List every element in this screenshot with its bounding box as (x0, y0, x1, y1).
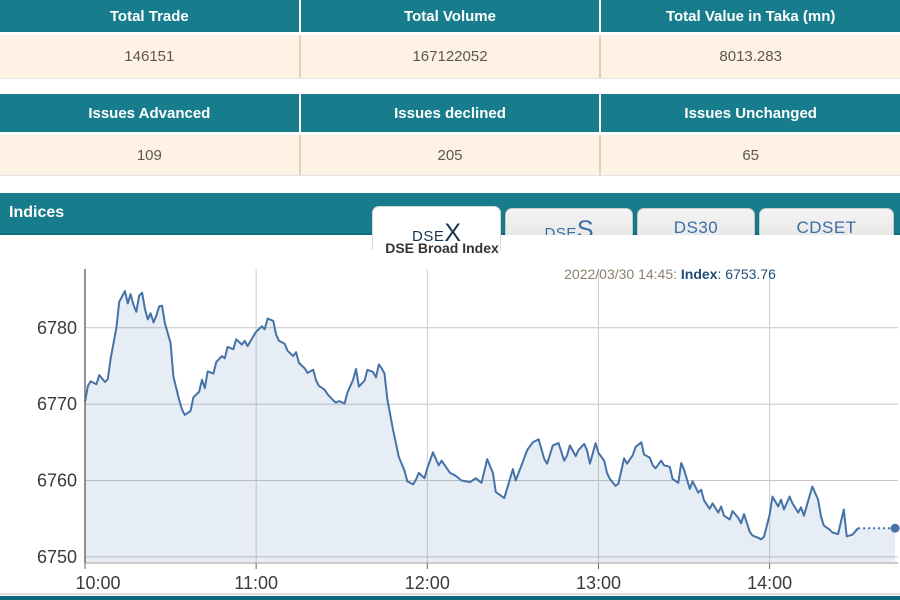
tooltip-datetime: 2022/03/30 14:45: (564, 266, 678, 282)
chart-title: DSE Broad Index (385, 240, 499, 256)
y-axis-label: 6760 (37, 471, 77, 491)
area-fill (85, 291, 896, 562)
tab-dsex[interactable]: DSE X (372, 206, 501, 250)
summary-table-issues: Issues Advanced Issues declined Issues U… (0, 94, 900, 176)
x-axis-label: 14:00 (747, 573, 792, 593)
bottom-divider (0, 593, 900, 595)
value-total-volume: 167122052 (301, 35, 602, 78)
table-header-row: Issues Advanced Issues declined Issues U… (0, 94, 900, 132)
value-total-value: 8013.283 (719, 48, 782, 65)
y-axis-label: 6750 (37, 547, 77, 567)
tooltip-value: 6753.76 (725, 266, 776, 282)
table-header-row: Total Trade Total Volume Total Value in … (0, 0, 900, 32)
header-total-volume: Total Volume (301, 0, 602, 32)
last-point-marker[interactable] (890, 523, 900, 533)
value-issues-declined: 205 (301, 135, 602, 175)
y-axis-label: 6770 (37, 394, 77, 414)
value-issues-advanced: 109 (0, 135, 301, 175)
x-axis-label: 11:00 (234, 573, 278, 593)
value-issues-unchanged: 65 (742, 146, 760, 164)
header-total-value: Total Value in Taka (mn) (665, 7, 836, 25)
chart-tooltip: 2022/03/30 14:45: Index: 6753.76 (450, 266, 890, 282)
table-separator (0, 132, 900, 135)
x-axis-label: 12:00 (405, 573, 450, 593)
indices-title: Indices (9, 204, 65, 221)
index-line (84, 290, 859, 541)
table-separator (0, 32, 900, 35)
x-axis-label: 10:00 (75, 573, 120, 593)
x-axis-label: 13:00 (576, 573, 621, 593)
tooltip-value-sep: : (717, 266, 726, 282)
table-value-row: 109 205 65 (0, 135, 900, 176)
summary-table-trade: Total Trade Total Volume Total Value in … (0, 0, 900, 79)
table-value-row: 146151 167122052 8013.283 (0, 35, 900, 79)
tab-dsex-label: DSE (411, 228, 445, 245)
header-issues-unchanged: Issues Unchanged (684, 104, 817, 122)
value-total-trade: 146151 (0, 35, 301, 78)
header-issues-advanced: Issues Advanced (0, 94, 301, 132)
tooltip-series-label: Index (680, 266, 718, 282)
header-issues-declined: Issues declined (301, 94, 602, 132)
header-total-trade: Total Trade (0, 0, 301, 32)
next-section-bar (0, 596, 900, 600)
index-chart-panel: 6750 6760 6770 6780 10:00 11:00 12:00 13:00 14:0… (0, 235, 900, 595)
tab-ds30-label: DS30 (673, 218, 719, 237)
y-axis-label: 6780 (37, 318, 77, 338)
index-chart[interactable]: 6750 6760 6770 6780 10:00 11:00 12:00 13:00 14:0… (0, 235, 900, 595)
tab-cdset-label: CDSET (796, 218, 857, 237)
